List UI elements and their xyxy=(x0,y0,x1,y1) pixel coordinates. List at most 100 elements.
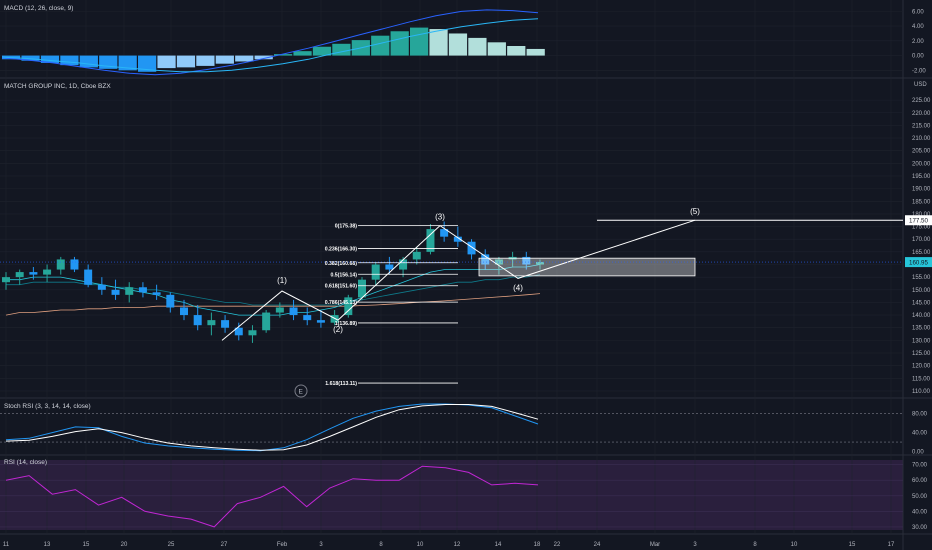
candle-body xyxy=(111,289,120,295)
macd-histogram-bar xyxy=(312,46,332,56)
x-tick-label: 25 xyxy=(168,542,175,548)
candle-body xyxy=(84,269,93,285)
x-tick-label: 8 xyxy=(753,542,757,548)
x-tick-label: 13 xyxy=(44,542,51,548)
macd-histogram-bar xyxy=(448,33,468,56)
x-tick-label: 27 xyxy=(221,542,228,548)
x-tick-label: 18 xyxy=(534,542,541,548)
candle-body xyxy=(234,327,243,336)
event-marker-icon[interactable] xyxy=(294,384,308,398)
rsi-line xyxy=(5,465,539,528)
macd-signal-line xyxy=(1,18,539,73)
macd-histogram-bar xyxy=(332,43,351,56)
candle-body xyxy=(412,251,421,260)
rsi-y-tick: 40.00 xyxy=(912,509,928,515)
target-price-label: 177.50 xyxy=(909,218,928,225)
x-tick-label: 24 xyxy=(594,542,601,548)
macd-histogram-bar xyxy=(410,27,429,56)
price-y-tick: 200.00 xyxy=(912,161,931,167)
rsi-y-tick: 60.00 xyxy=(912,478,928,484)
fib-level-label: 0.236(166.30) xyxy=(325,247,358,253)
moving-average-slow xyxy=(6,274,541,306)
wave-label: (4) xyxy=(513,283,523,292)
candle-body xyxy=(440,229,449,237)
price-y-tick: 215.00 xyxy=(912,123,931,129)
candle-body xyxy=(166,294,175,308)
target-price-tag xyxy=(905,215,932,226)
rsi-y-tick: 30.00 xyxy=(912,525,928,531)
candle-body xyxy=(426,229,435,252)
x-tick-label: 15 xyxy=(849,542,856,548)
macd-histogram-bar xyxy=(371,35,390,56)
candle-body xyxy=(344,297,353,316)
macd-histogram-bar xyxy=(274,54,293,56)
fib-level-label: 0.5(156.14) xyxy=(330,272,357,278)
price-y-tick: 140.00 xyxy=(912,313,931,319)
candle-body xyxy=(15,272,24,278)
fib-level-label: 0.382(160.68) xyxy=(325,261,358,267)
axes: 11 13 15 20 25 27 Feb 3 8 10 12 14 18 22 24 Mar 3 8 10 15 17… xyxy=(3,9,932,548)
candle-body xyxy=(467,241,476,255)
candle-body xyxy=(125,287,134,295)
price-y-tick: 170.00 xyxy=(912,237,931,243)
price-y-tick: 120.00 xyxy=(912,364,931,370)
wave-label: (1) xyxy=(277,276,287,285)
price-y-tick: 150.00 xyxy=(912,288,931,294)
last-price-tag xyxy=(905,257,932,268)
moving-average-long xyxy=(5,293,541,316)
candle-body xyxy=(316,320,325,323)
candle-body xyxy=(399,259,408,270)
candle-body xyxy=(536,261,544,265)
price-panel: 0(175.38) 0.236(166.30) 0.382(160.68) 0.5(1… xyxy=(0,207,903,387)
price-y-tick: 130.00 xyxy=(912,338,931,344)
x-tick-label: 10 xyxy=(417,542,424,548)
price-y-tick: 205.00 xyxy=(912,149,931,155)
event-marker-label: E xyxy=(299,389,304,396)
macd-histogram-bar xyxy=(79,55,98,68)
x-tick-label: 14 xyxy=(495,542,502,548)
currency-label: USD xyxy=(914,82,927,88)
fib-level-label: 0(175.38) xyxy=(335,224,357,230)
macd-histogram-bar xyxy=(176,55,196,68)
price-y-tick: 195.00 xyxy=(912,174,931,180)
candle-body xyxy=(289,307,298,316)
macd-histogram-bar xyxy=(468,37,487,56)
macd-y-tick: -2.00 xyxy=(912,68,926,74)
price-y-tick: 145.00 xyxy=(912,300,931,306)
candle-body xyxy=(481,254,490,265)
candle-body xyxy=(70,259,79,270)
candle-body xyxy=(180,307,188,316)
x-tick-label: Feb xyxy=(277,542,288,548)
price-y-tick: 190.00 xyxy=(912,187,931,193)
macd-line xyxy=(1,9,539,76)
x-tick-label: 8 xyxy=(379,542,383,548)
candle-body xyxy=(56,259,65,270)
fib-level-label: 1(136.89) xyxy=(335,321,357,327)
macd-histogram-bar xyxy=(157,55,176,69)
x-tick-label: 12 xyxy=(454,542,461,548)
fib-level-label: 0.618(151.60) xyxy=(325,284,358,290)
macd-histogram-bar xyxy=(21,55,40,61)
macd-histogram-bar xyxy=(60,55,79,66)
elliott-wave-path xyxy=(221,219,696,341)
last-price-label: 160.95 xyxy=(909,260,928,267)
price-y-tick: 180.00 xyxy=(912,212,931,218)
price-y-tick: 115.00 xyxy=(912,376,931,382)
macd-y-tick: 4.00 xyxy=(912,24,924,30)
macd-histogram-bar xyxy=(429,29,448,56)
price-y-tick: 135.00 xyxy=(912,326,931,332)
candle-body xyxy=(522,256,531,265)
rsi-band xyxy=(0,460,903,530)
candle-body xyxy=(221,320,230,328)
macd-y-tick: 6.00 xyxy=(912,9,924,15)
macd-histogram-bar xyxy=(254,55,273,60)
stoch-d-line xyxy=(5,404,539,451)
rsi-panel xyxy=(5,465,539,528)
x-tick-label: 3 xyxy=(693,542,697,548)
candle-body xyxy=(303,315,312,321)
macd-histogram-bar xyxy=(138,55,157,72)
wave-label: (2) xyxy=(333,325,343,334)
price-y-tick: 185.00 xyxy=(912,199,931,205)
